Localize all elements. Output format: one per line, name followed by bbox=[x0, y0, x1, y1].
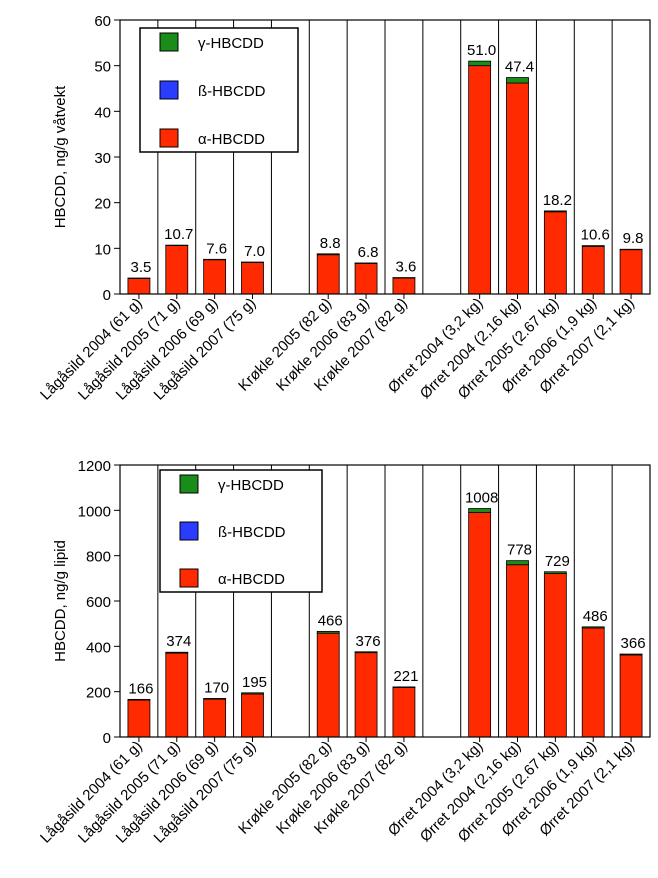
y-tick-label: 50 bbox=[94, 59, 111, 76]
total-label: 729 bbox=[545, 553, 570, 570]
legend-swatch bbox=[179, 568, 199, 588]
bar-segment bbox=[392, 687, 416, 738]
y-tick-label: 0 bbox=[103, 730, 111, 747]
bar-segment bbox=[619, 249, 643, 295]
bar-segment bbox=[241, 693, 264, 738]
legend-label: γ-HBCDD bbox=[198, 35, 264, 52]
legend-swatch bbox=[159, 32, 179, 52]
legend-swatch bbox=[179, 521, 199, 541]
y-tick-label: 0 bbox=[103, 287, 111, 304]
bar-segment bbox=[543, 573, 567, 738]
bar-segment bbox=[619, 654, 643, 738]
bar-segment bbox=[165, 652, 189, 738]
total-label: 221 bbox=[393, 668, 418, 685]
total-label: 7.6 bbox=[206, 240, 227, 257]
bar-segment bbox=[543, 211, 567, 295]
y-tick-label: 1000 bbox=[78, 503, 111, 520]
total-label: 18.2 bbox=[543, 192, 572, 209]
bar-segment bbox=[581, 627, 605, 738]
bar-segment bbox=[165, 651, 189, 654]
total-label: 366 bbox=[621, 635, 646, 652]
total-label: 8.8 bbox=[320, 235, 341, 252]
plot-frame bbox=[119, 464, 651, 738]
bar-segment bbox=[354, 651, 378, 654]
y-tick-label: 600 bbox=[86, 594, 111, 611]
bar-segment bbox=[203, 259, 227, 295]
bar-segment bbox=[127, 699, 151, 738]
total-label: 3.6 bbox=[395, 259, 416, 276]
total-label: 376 bbox=[356, 633, 381, 650]
legend-label: γ-HBCDD bbox=[218, 477, 284, 494]
total-label: 466 bbox=[318, 612, 343, 629]
bar-segment bbox=[203, 698, 227, 738]
total-label: 166 bbox=[128, 680, 153, 697]
legend-swatch bbox=[179, 474, 199, 494]
total-label: 10.7 bbox=[164, 226, 193, 243]
bar-segment bbox=[354, 652, 378, 738]
bar-segment bbox=[581, 626, 605, 629]
legend-label: ß-HBCDD bbox=[218, 524, 286, 541]
y-tick-label: 60 bbox=[94, 13, 111, 30]
legend-swatch bbox=[159, 128, 179, 148]
bar-segment bbox=[619, 653, 643, 656]
y-tick-label: 200 bbox=[86, 685, 111, 702]
legend-label: α-HBCDD bbox=[198, 131, 265, 148]
bar-segment bbox=[127, 278, 151, 295]
bar-segment bbox=[241, 262, 264, 295]
bar-segment bbox=[392, 686, 416, 688]
bar-segment bbox=[203, 698, 227, 700]
y-tick-label: 20 bbox=[94, 196, 111, 213]
total-label: 10.6 bbox=[581, 227, 610, 244]
bar-segment bbox=[581, 245, 605, 247]
total-label: 374 bbox=[166, 633, 191, 650]
bar-segment bbox=[468, 512, 492, 738]
y-tick-label: 40 bbox=[94, 104, 111, 121]
total-label: 9.8 bbox=[623, 230, 644, 247]
y-axis-title: HBCDD, ng/g lipid bbox=[52, 540, 69, 662]
bar-segment bbox=[316, 253, 340, 256]
bar-segment bbox=[468, 508, 492, 513]
bar-segment bbox=[543, 210, 567, 213]
bar-segment bbox=[506, 82, 529, 295]
bar-segment bbox=[468, 60, 492, 67]
total-label: 778 bbox=[507, 542, 532, 559]
bar-segment bbox=[581, 246, 605, 295]
legend-label: ß-HBCDD bbox=[198, 83, 266, 100]
bar-segment bbox=[316, 632, 340, 738]
bar-segment bbox=[316, 254, 340, 295]
plot-frame bbox=[119, 19, 651, 295]
bar-segment bbox=[468, 65, 492, 295]
y-tick-label: 1200 bbox=[78, 458, 111, 475]
bar-segment bbox=[354, 263, 378, 295]
total-label: 1008 bbox=[465, 490, 498, 507]
total-label: 170 bbox=[204, 679, 229, 696]
bar-segment bbox=[316, 630, 340, 634]
bar-segment bbox=[165, 245, 189, 295]
legend-label: α-HBCDD bbox=[218, 571, 285, 588]
bar-segment bbox=[506, 564, 529, 738]
y-tick-label: 400 bbox=[86, 639, 111, 656]
total-label: 47.4 bbox=[505, 59, 534, 76]
bar-segment bbox=[543, 571, 567, 574]
bar-segment bbox=[506, 77, 529, 84]
total-label: 3.5 bbox=[130, 259, 151, 276]
bar-segment bbox=[241, 692, 264, 695]
y-tick-label: 10 bbox=[94, 241, 111, 258]
y-axis-title: HBCDD, ng/g våtvekt bbox=[52, 85, 69, 228]
total-label: 6.8 bbox=[358, 244, 379, 261]
legend-swatch bbox=[159, 80, 179, 100]
bar-segment bbox=[127, 698, 151, 701]
total-label: 486 bbox=[583, 608, 608, 625]
total-label: 51.0 bbox=[467, 42, 496, 59]
y-tick-label: 30 bbox=[94, 150, 111, 167]
total-label: 7.0 bbox=[244, 243, 265, 260]
y-tick-label: 800 bbox=[86, 549, 111, 566]
bar-segment bbox=[506, 560, 529, 566]
total-label: 195 bbox=[242, 674, 267, 691]
bar-segment bbox=[392, 277, 416, 295]
